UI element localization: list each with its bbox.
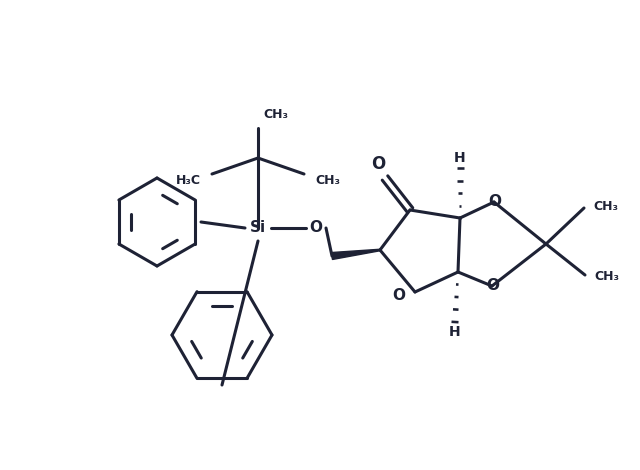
Text: O: O: [486, 279, 499, 293]
Text: CH₃: CH₃: [593, 199, 618, 212]
Text: CH₃: CH₃: [316, 173, 340, 187]
Text: O: O: [392, 288, 405, 303]
Text: O: O: [371, 155, 385, 173]
Text: H₃C: H₃C: [175, 173, 200, 187]
Text: H: H: [454, 151, 466, 165]
Text: CH₃: CH₃: [264, 108, 289, 120]
Text: O: O: [310, 220, 323, 235]
Text: H: H: [449, 325, 461, 339]
Text: Si: Si: [250, 220, 266, 235]
Text: O: O: [488, 195, 502, 210]
Polygon shape: [332, 249, 380, 259]
Text: CH₃: CH₃: [595, 271, 620, 283]
